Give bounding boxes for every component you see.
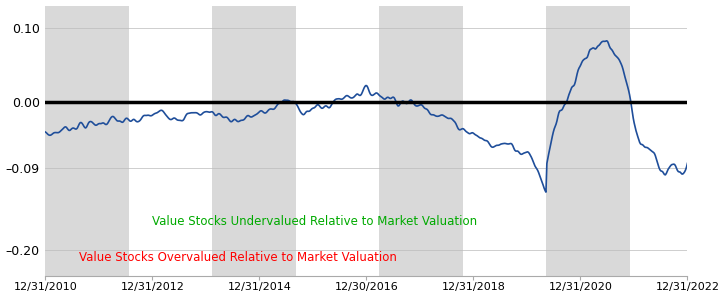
- Bar: [546, 6, 629, 275]
- Text: Value Stocks Overvalued Relative to Market Valuation: Value Stocks Overvalued Relative to Mark…: [79, 252, 397, 264]
- Bar: [212, 6, 296, 275]
- Bar: [45, 6, 129, 275]
- Bar: [379, 6, 463, 275]
- Text: Value Stocks Undervalued Relative to Market Valuation: Value Stocks Undervalued Relative to Mar…: [152, 215, 478, 228]
